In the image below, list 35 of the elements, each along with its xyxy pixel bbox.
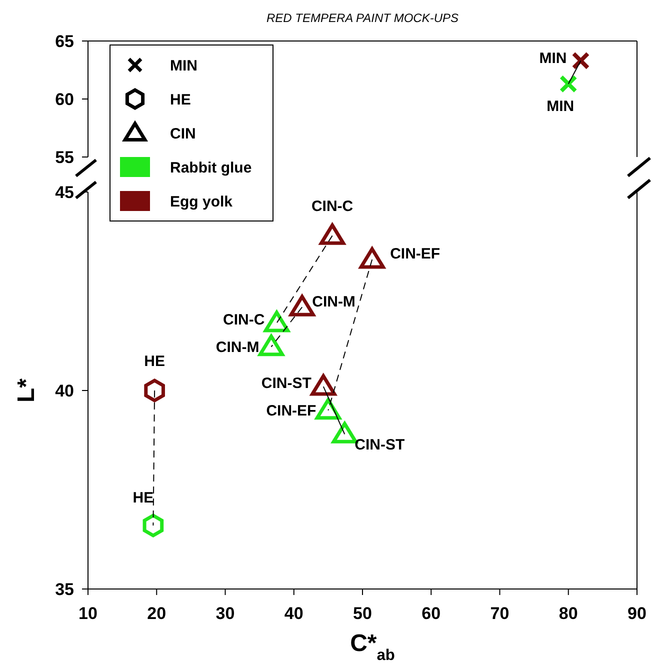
annotation: CIN-M — [216, 339, 260, 356]
x-tick-label: 90 — [628, 604, 646, 623]
x-tick-label: 40 — [284, 604, 304, 623]
annotation: CIN-C — [311, 198, 354, 215]
legend-label: Rabbit glue — [170, 159, 252, 176]
y-tick-label: 35 — [55, 580, 74, 599]
annotation: CIN-EF — [390, 246, 440, 263]
chart-title: RED TEMPERA PAINT MOCK-UPS — [266, 11, 459, 25]
annotation: MIN — [539, 50, 567, 67]
legend-label: MIN — [170, 57, 198, 74]
y-tick-label: 55 — [55, 148, 74, 167]
x-tick-label: 30 — [216, 604, 235, 623]
x-tick-label: 70 — [490, 604, 510, 623]
y-axis-title: L* — [13, 378, 40, 402]
y-tick-label: 60 — [55, 90, 74, 109]
annotation: HE — [144, 352, 165, 370]
legend-label: HE — [170, 91, 191, 108]
legend-label: Egg yolk — [170, 193, 234, 210]
annotation: CIN-ST — [261, 374, 312, 392]
y-tick-label: 65 — [55, 32, 74, 51]
x-tick-label: 60 — [422, 604, 441, 623]
annotation: CIN-EF — [266, 402, 316, 420]
x-axis-title: C*$_{ab}$ — [350, 630, 395, 663]
x-tick-label: 80 — [558, 604, 578, 623]
annotation: CIN-C — [223, 311, 265, 328]
annotation: HE — [132, 490, 154, 507]
x-tick-label: 50 — [353, 604, 372, 623]
x-tick-label: 20 — [147, 604, 166, 623]
annotation: MIN — [546, 98, 574, 116]
legend-label: CIN — [170, 125, 196, 142]
y-tick-label: 40 — [55, 381, 74, 400]
annotation: CIN-ST — [354, 436, 405, 454]
x-tick-label: 10 — [78, 604, 98, 623]
annotation: CIN-M — [312, 293, 356, 310]
y-tick-label: 45 — [55, 182, 74, 202]
